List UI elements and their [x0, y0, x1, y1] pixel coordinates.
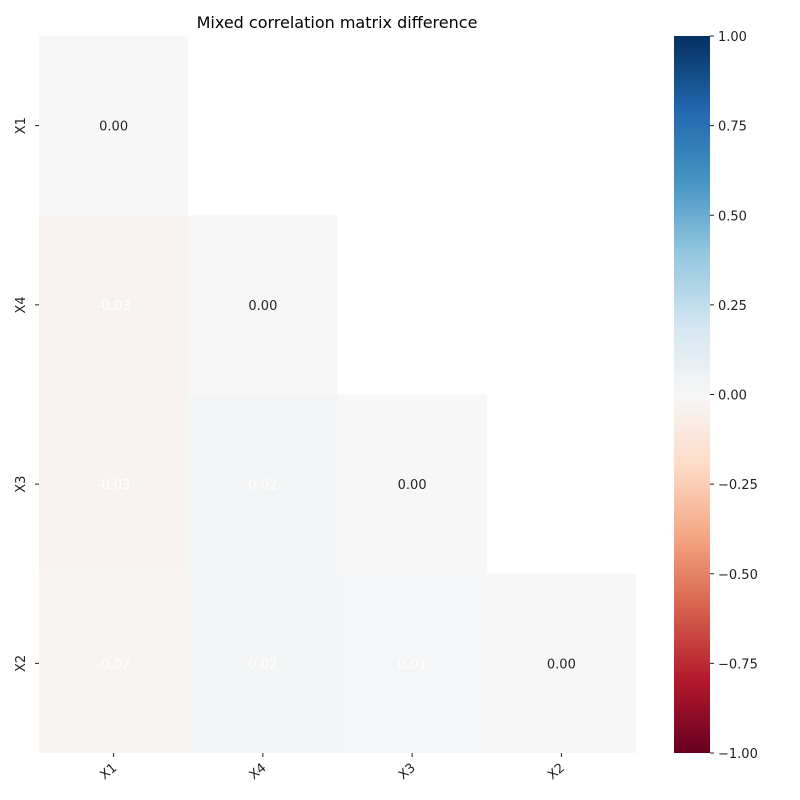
colorbar-tick-label: 0.25	[718, 299, 747, 314]
x-axis-tick-label: X1	[97, 761, 120, 784]
x-axis-tick-label: X4	[247, 761, 270, 784]
heatmap-cell	[337, 394, 487, 574]
heatmap-cell	[188, 215, 338, 395]
chart-title: Mixed correlation matrix difference	[197, 13, 478, 32]
heatmap-cell	[39, 36, 189, 216]
colorbar-bar	[674, 36, 710, 753]
heatmap-cell-label: 0.01	[398, 657, 427, 672]
x-axis-tick-label: X3	[396, 761, 419, 784]
heatmap-cell-label: 0.02	[248, 478, 277, 493]
colorbar-ticks: 1.00 0.75 0.50 0.25 0.00 −0.25 −0.50 −0.75 −1.00	[710, 30, 758, 762]
colorbar-tick-label: −0.50	[718, 568, 758, 583]
y-axis-tick-label: X2	[14, 655, 29, 672]
colorbar-tick-label: 0.00	[718, 389, 747, 404]
heatmap-cell	[486, 573, 636, 753]
colorbar-tick-label: 1.00	[718, 30, 747, 45]
heatmap-cell	[39, 215, 189, 395]
heatmap-cell	[188, 573, 338, 753]
heatmap-cell	[39, 394, 189, 574]
colorbar-tick-label: −0.75	[718, 657, 758, 672]
y-axis-tick-labels: X1 X4 X3 X2	[14, 117, 39, 672]
heatmap-cell-label: 0.00	[248, 299, 277, 314]
heatmap-cell-label: 0.00	[398, 478, 427, 493]
heatmap-cell-label: 0.00	[99, 120, 128, 135]
heatmap-cell	[337, 573, 487, 753]
x-axis-tick-label: X2	[545, 761, 568, 784]
x-axis-tick-labels: X1 X4 X3 X2	[97, 753, 568, 783]
colorbar-tick-label: 0.75	[718, 120, 747, 135]
y-axis-tick-label: X4	[14, 296, 29, 313]
colorbar: 1.00 0.75 0.50 0.25 0.00 −0.25 −0.50 −0.75 −1.00	[674, 30, 758, 762]
y-axis-tick-label: X1	[14, 117, 29, 134]
colorbar-tick-label: 0.50	[718, 209, 747, 224]
heatmap-cell-label: -0.02	[97, 657, 131, 672]
heatmap-cell-label: 0.00	[547, 657, 576, 672]
heatmap-cell-label: -0.03	[97, 299, 131, 314]
heatmap-cell-label: -0.03	[97, 478, 131, 493]
heatmap-cells: 0.00 -0.03 0.00 -0.03 0.02 0.00 -0.02 0.02 0.01 0…	[39, 36, 636, 753]
y-axis-tick-label: X3	[14, 476, 29, 493]
heatmap-cell	[188, 394, 338, 574]
colorbar-tick-label: −1.00	[718, 747, 758, 762]
heatmap-cell	[39, 573, 189, 753]
heatmap-cell-label: 0.02	[248, 657, 277, 672]
colorbar-tick-label: −0.25	[718, 478, 758, 493]
